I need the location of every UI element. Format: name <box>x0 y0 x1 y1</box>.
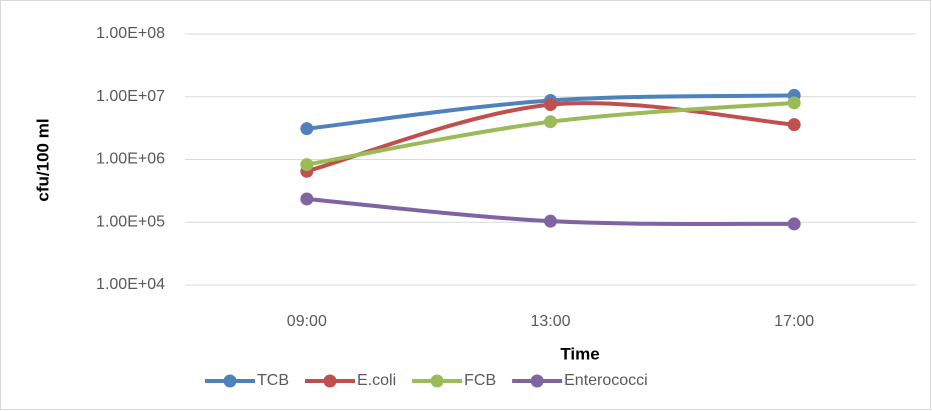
legend-marker <box>223 374 237 388</box>
data-point <box>300 158 314 172</box>
data-point <box>544 98 557 112</box>
legend-label: Enterococci <box>564 372 648 389</box>
legend-marker <box>430 374 444 388</box>
y-tick-label: 1.00E+08 <box>96 25 165 42</box>
data-point <box>787 217 801 231</box>
data-point <box>544 214 557 228</box>
y-tick-label: 1.00E+06 <box>96 151 165 168</box>
x-tick-label: 17:00 <box>774 313 814 330</box>
data-point <box>787 118 801 132</box>
legend-label: FCB <box>464 372 496 389</box>
y-tick-label: 1.00E+05 <box>96 213 165 230</box>
legend-marker <box>323 374 337 388</box>
x-tick-label: 13:00 <box>530 313 570 330</box>
y-axis-title: cfu/100 ml <box>33 118 52 201</box>
data-point <box>787 96 801 110</box>
y-tick-label: 1.00E+04 <box>96 276 165 293</box>
data-point <box>300 122 314 136</box>
legend-label: E.coli <box>357 372 396 389</box>
data-point <box>300 192 314 206</box>
data-point <box>544 115 557 129</box>
legend-marker <box>530 374 544 388</box>
x-axis-title: Time <box>560 344 599 363</box>
y-tick-label: 1.00E+07 <box>96 88 165 105</box>
legend-label: TCB <box>257 372 289 389</box>
x-tick-label: 09:00 <box>287 313 327 330</box>
